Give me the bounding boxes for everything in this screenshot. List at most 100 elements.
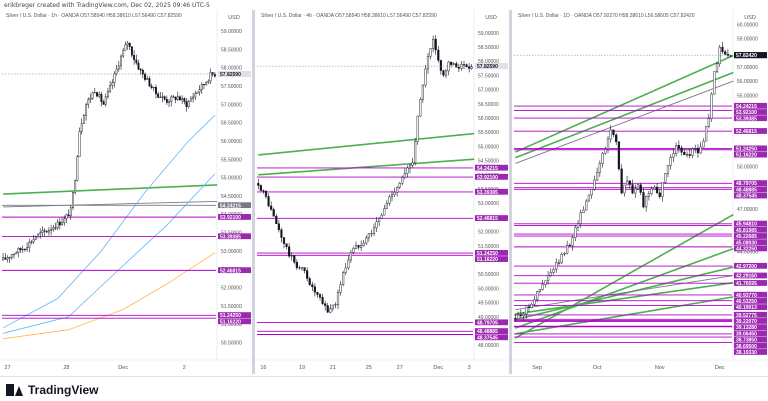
x-tick-label: Dec bbox=[118, 365, 128, 371]
candle-up bbox=[590, 189, 593, 196]
orange-moving-average bbox=[3, 252, 216, 340]
chart-panel-1d[interactable]: Silver / U.S. Dollar · 1D · OANDA O57.92… bbox=[512, 10, 768, 374]
level-price-label: 40.19013 bbox=[736, 305, 757, 311]
level-price-tag bbox=[734, 298, 767, 304]
candle-down bbox=[102, 101, 105, 105]
candle-up bbox=[666, 165, 670, 174]
level-price-tag bbox=[734, 262, 767, 269]
candle-up bbox=[48, 230, 50, 233]
candle-up bbox=[17, 248, 20, 254]
candle-up bbox=[566, 244, 569, 254]
candle-up bbox=[383, 208, 386, 216]
level-price-tag bbox=[475, 319, 508, 326]
y-tick-label: 52.00000 bbox=[478, 230, 499, 236]
candle-up bbox=[704, 126, 708, 142]
level-price-label: 52.46815 bbox=[477, 216, 498, 222]
candle-up bbox=[205, 82, 208, 86]
candle-down bbox=[179, 96, 181, 101]
candle-up bbox=[72, 192, 74, 209]
candle-up bbox=[69, 207, 72, 217]
tradingview-footer: TradingView bbox=[0, 376, 768, 401]
last-price-label: 57.82420 bbox=[736, 53, 757, 59]
candle-down bbox=[203, 83, 205, 86]
level-price-label: 51.24250 bbox=[477, 251, 498, 257]
candle-up bbox=[555, 262, 558, 270]
candle-up bbox=[362, 242, 365, 246]
candle-up bbox=[403, 173, 406, 178]
level-price-label: 40.93770 bbox=[736, 293, 757, 299]
candle-down bbox=[288, 246, 291, 257]
candle-up bbox=[672, 153, 675, 158]
candle-up bbox=[26, 247, 29, 250]
candle-up bbox=[146, 78, 149, 80]
candle-down bbox=[185, 101, 188, 107]
chart-svg-1d[interactable]: Silver / U.S. Dollar · 1D · OANDA O57.92… bbox=[512, 10, 768, 374]
level-price-label: 48.37545 bbox=[736, 194, 757, 200]
candle-down bbox=[631, 184, 634, 194]
y-tick-label: 60.00000 bbox=[737, 22, 758, 28]
candle-up bbox=[65, 214, 68, 220]
candle-up bbox=[424, 68, 427, 86]
candle-down bbox=[259, 185, 262, 191]
candle-up bbox=[91, 92, 94, 99]
level-price-label: 39.22070 bbox=[736, 319, 757, 325]
candle-down bbox=[285, 243, 288, 248]
candle-up bbox=[541, 284, 544, 290]
chart-svg-4h[interactable]: Silver / U.S. Dollar · 4h · OANDA O57.58… bbox=[255, 10, 509, 374]
candle-down bbox=[724, 51, 727, 55]
candle-up bbox=[661, 182, 664, 197]
candle-up bbox=[713, 71, 716, 95]
panel-divider[interactable] bbox=[509, 10, 512, 374]
candle-down bbox=[680, 147, 683, 153]
candle-up bbox=[587, 194, 591, 202]
candle-down bbox=[141, 69, 144, 75]
candle-up bbox=[28, 241, 31, 248]
level-price-label: 45.08030 bbox=[736, 240, 757, 246]
candle-up bbox=[13, 253, 15, 256]
level-price-tag bbox=[218, 233, 251, 240]
level-price-label: 42.29160 bbox=[736, 274, 757, 280]
candle-down bbox=[308, 278, 311, 285]
level-price-label: 51.16220 bbox=[220, 319, 241, 325]
candle-down bbox=[275, 215, 278, 224]
candle-up bbox=[398, 182, 401, 188]
level-price-tag bbox=[475, 256, 508, 262]
candle-up bbox=[176, 96, 179, 100]
panel-divider[interactable] bbox=[252, 10, 255, 374]
green-trendline bbox=[515, 281, 734, 315]
candle-up bbox=[61, 222, 63, 226]
candle-up bbox=[111, 82, 114, 86]
level-price-tag bbox=[734, 180, 767, 187]
candle-up bbox=[339, 284, 342, 293]
candle-up bbox=[78, 131, 81, 157]
candle-down bbox=[468, 66, 471, 69]
chart-svg-1h[interactable]: Silver / U.S. Dollar · 1h · OANDA O57.58… bbox=[0, 10, 252, 374]
candle-up bbox=[429, 48, 432, 57]
candle-down bbox=[213, 74, 216, 77]
candle-down bbox=[457, 67, 460, 69]
tradingview-logo[interactable]: TradingView bbox=[6, 383, 98, 397]
candle-down bbox=[165, 99, 168, 103]
candle-up bbox=[636, 184, 640, 190]
candle-up bbox=[152, 87, 155, 89]
candle-down bbox=[437, 49, 440, 61]
level-price-tag bbox=[734, 226, 767, 233]
chart-panel-4h[interactable]: Silver / U.S. Dollar · 4h · OANDA O57.58… bbox=[255, 10, 509, 374]
level-price-label: 48.37545 bbox=[477, 335, 498, 341]
chart-panel-1h[interactable]: Silver / U.S. Dollar · 1h · OANDA O57.58… bbox=[0, 10, 252, 374]
candle-down bbox=[4, 257, 7, 260]
candle-up bbox=[606, 138, 610, 150]
candle-up bbox=[598, 163, 601, 173]
x-tick-label: 25 bbox=[366, 365, 372, 371]
candle-up bbox=[41, 230, 44, 233]
candle-down bbox=[519, 314, 522, 317]
candle-down bbox=[58, 221, 61, 226]
y-tick-label: 55.00000 bbox=[478, 144, 499, 150]
candle-up bbox=[170, 96, 173, 103]
candle-up bbox=[623, 184, 626, 194]
candle-up bbox=[685, 154, 689, 156]
candle-down bbox=[282, 237, 286, 244]
candle-up bbox=[354, 245, 358, 249]
level-price-label: 51.24250 bbox=[220, 313, 241, 319]
candle-down bbox=[514, 317, 517, 320]
